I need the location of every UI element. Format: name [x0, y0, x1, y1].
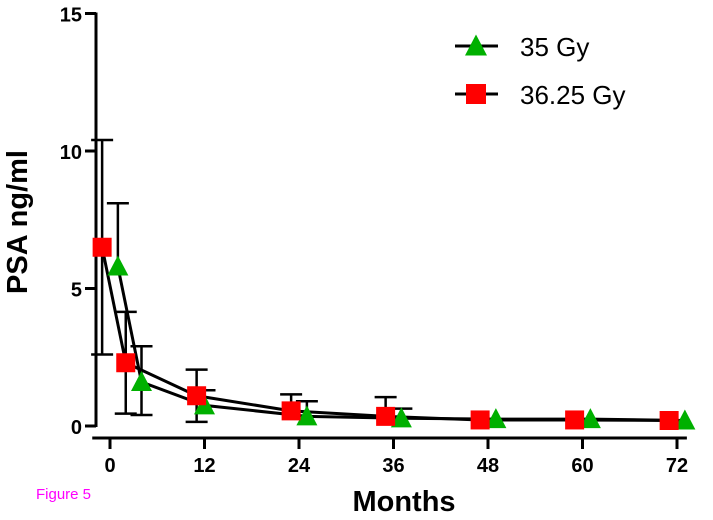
y-tick-label: 5 — [71, 280, 82, 302]
legend-marker — [466, 84, 486, 104]
data-point — [187, 386, 207, 406]
data-point — [281, 401, 301, 421]
series-1 — [91, 138, 670, 424]
x-tick-label: 36 — [382, 455, 404, 477]
legend-label: 36.25 Gy — [520, 80, 626, 110]
x-tick-label: 60 — [571, 455, 593, 477]
series-markers-1 — [92, 237, 679, 430]
series-line — [100, 246, 670, 422]
legend-label: 35 Gy — [520, 32, 589, 62]
data-point — [116, 353, 136, 373]
legend-item-0: 35 Gy — [455, 32, 589, 62]
x-tick-label: 12 — [193, 455, 215, 477]
data-point — [470, 410, 490, 430]
y-tick-label: 10 — [60, 142, 82, 164]
x-tick-label: 24 — [288, 455, 311, 477]
x-tick-label: 72 — [666, 455, 688, 477]
x-axis-title: Months — [352, 486, 455, 518]
data-point — [485, 408, 507, 429]
legend: 35 Gy 36.25 Gy — [455, 32, 626, 110]
x-tick-label: 48 — [477, 455, 499, 477]
y-tick-label: 0 — [71, 417, 82, 439]
data-point — [376, 406, 396, 426]
plot-area — [91, 138, 696, 430]
axes: 0 5 10 15 0 12 24 36 48 60 72 — [60, 5, 688, 478]
data-point — [674, 409, 696, 430]
legend-item-1: 36.25 Gy — [455, 80, 626, 110]
data-point — [92, 237, 112, 257]
data-point — [565, 410, 585, 430]
x-tick-label: 0 — [104, 455, 115, 477]
data-point — [107, 255, 129, 276]
y-axis-title: PSA ng/ml — [2, 150, 34, 294]
figure-caption: Figure 5 — [36, 486, 92, 503]
legend-marker — [465, 34, 487, 56]
y-tick-label: 15 — [60, 5, 82, 27]
data-point — [659, 411, 679, 430]
data-point — [131, 370, 152, 392]
data-point — [296, 405, 318, 426]
data-point — [579, 408, 601, 429]
data-point — [390, 407, 412, 428]
